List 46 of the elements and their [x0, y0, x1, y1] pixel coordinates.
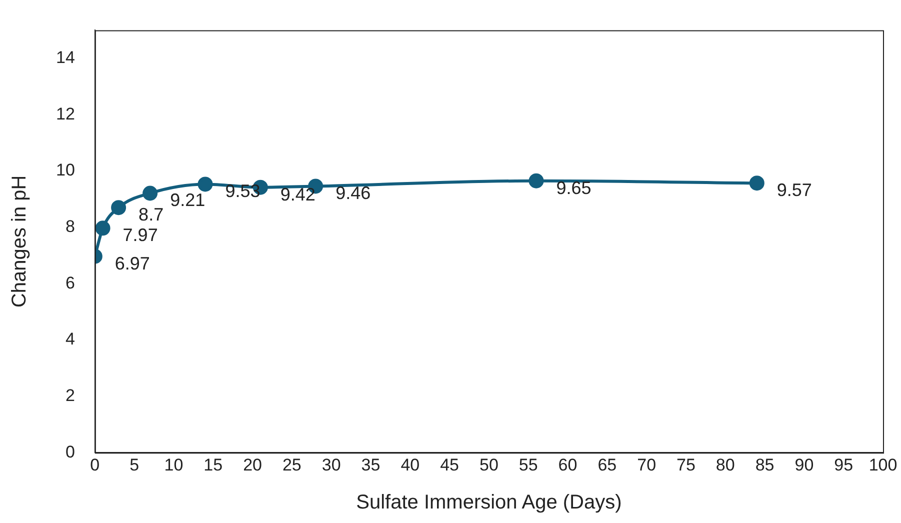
x-tick-label: 40 — [400, 455, 420, 474]
y-axis-title: Changes in pH — [8, 175, 31, 308]
x-tick-label: 55 — [518, 455, 538, 474]
x-axis-title: Sulfate Immersion Age (Days) — [356, 492, 622, 514]
point — [142, 186, 158, 201]
point — [111, 200, 126, 216]
data-label: 9.53 — [225, 181, 260, 202]
x-tick-label: 95 — [834, 455, 854, 474]
y-tick-label: 12 — [56, 104, 75, 124]
point — [528, 173, 544, 188]
x-tick-label: 5 — [130, 455, 140, 474]
y-tick-label: 10 — [56, 160, 75, 180]
x-tick-label: 35 — [361, 455, 380, 474]
x-tick-label: 70 — [637, 455, 656, 474]
data-label: 9.42 — [280, 184, 316, 204]
y-tick-label: 2 — [65, 386, 75, 405]
x-tick-label: 75 — [676, 455, 696, 474]
x-tick-label: 30 — [322, 455, 341, 474]
x-tick-label: 65 — [598, 455, 617, 474]
point — [198, 176, 213, 192]
x-tick-label: 10 — [164, 455, 184, 474]
y-tick-label: 0 — [65, 442, 75, 462]
point — [95, 220, 110, 236]
data-label: 9.65 — [556, 178, 592, 198]
x-tick-label: 100 — [868, 455, 898, 474]
x-tick-label: 90 — [794, 455, 814, 474]
y-tick-label: 6 — [65, 273, 75, 292]
data-label: 9.21 — [170, 190, 206, 210]
data-label: 6.97 — [114, 253, 150, 274]
y-tick-label: 4 — [65, 330, 75, 349]
data-label: 9.46 — [336, 183, 371, 204]
data-label: 7.97 — [122, 225, 158, 246]
x-tick-label: 80 — [716, 455, 735, 474]
data-label: 9.57 — [776, 180, 812, 200]
y-tick-label: 8 — [65, 217, 75, 236]
x-tick-label: 85 — [755, 455, 774, 474]
x-tick-label: 25 — [282, 455, 302, 474]
data-label: 8.7 — [138, 204, 164, 225]
x-tick-label: 20 — [243, 455, 262, 474]
y-tick-label: 14 — [56, 48, 75, 68]
point — [749, 176, 764, 191]
x-tick-label: 15 — [204, 455, 223, 474]
x-tick-label: 50 — [479, 455, 498, 474]
x-tick-label: 0 — [90, 455, 100, 474]
x-tick-label: 60 — [558, 455, 578, 474]
x-tick-label: 45 — [440, 455, 460, 474]
